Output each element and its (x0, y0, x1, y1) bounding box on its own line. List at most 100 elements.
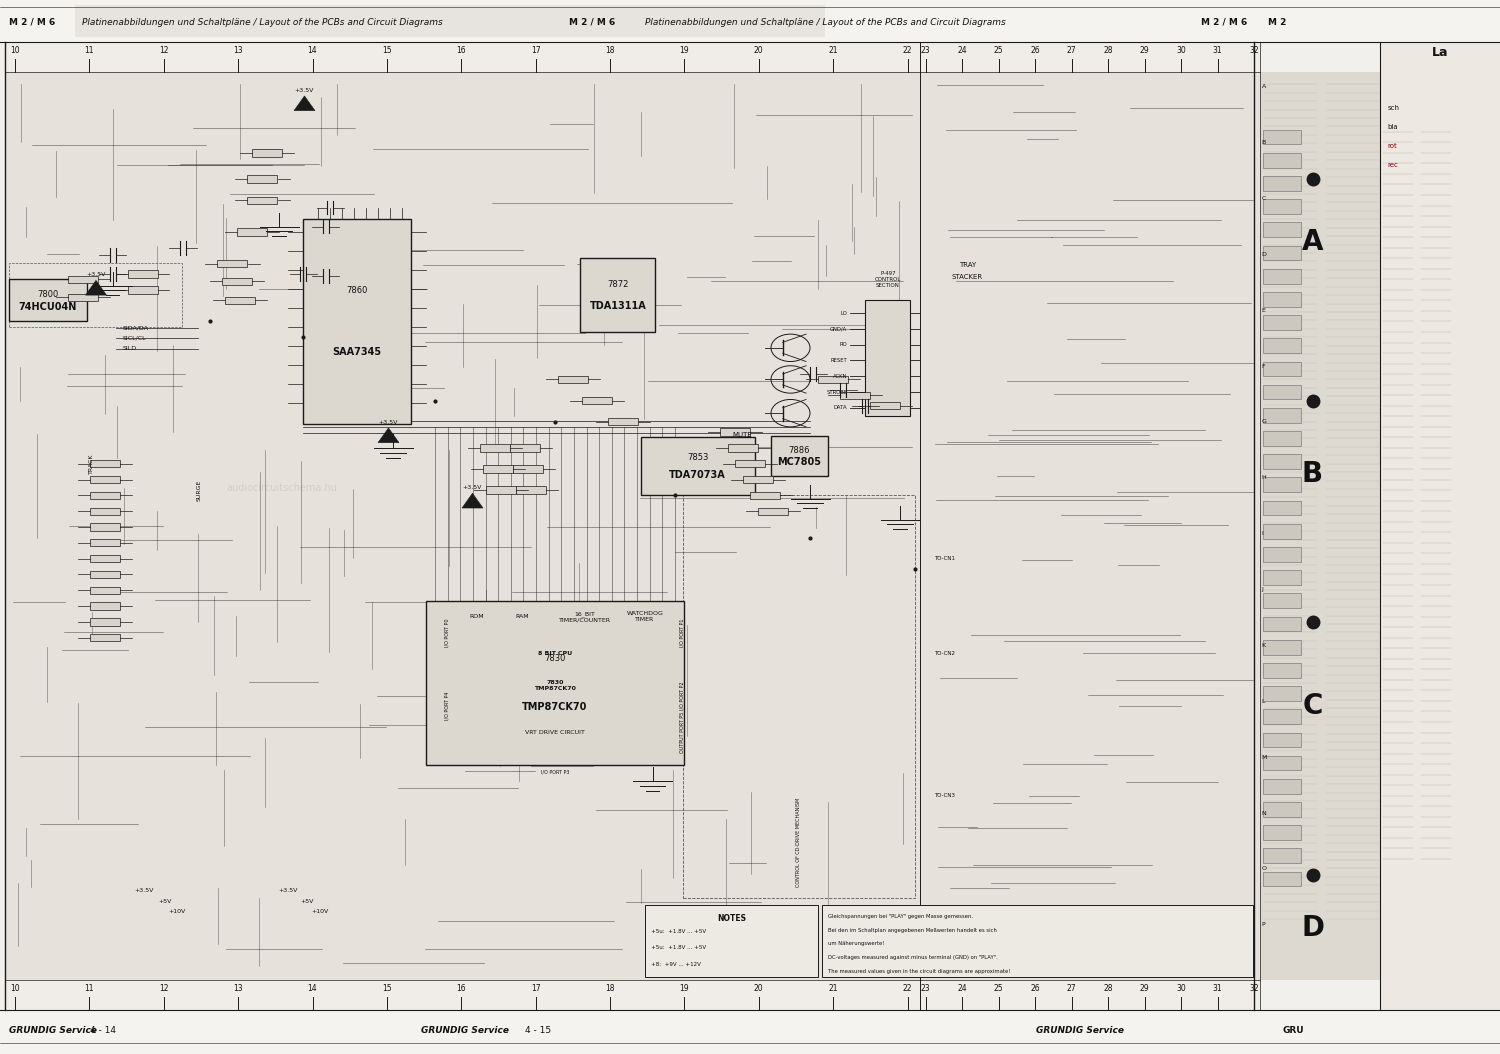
Polygon shape (462, 493, 483, 508)
Text: M 2 / M 6: M 2 / M 6 (9, 18, 56, 26)
Bar (1263, 570, 1300, 585)
Text: H: H (1262, 475, 1266, 481)
Text: +3.5V: +3.5V (87, 272, 105, 277)
Bar (750, 491, 780, 499)
Text: 27: 27 (1066, 45, 1077, 55)
Bar (865, 300, 910, 416)
Bar (1263, 269, 1300, 284)
Text: +5V: +5V (159, 899, 171, 903)
Text: SURGE: SURGE (196, 480, 202, 501)
Bar (920, 42, 1260, 72)
Bar (516, 486, 546, 493)
Polygon shape (378, 428, 399, 443)
Bar (480, 445, 510, 451)
Text: D: D (1300, 914, 1324, 941)
Bar (1263, 733, 1300, 747)
Text: 14: 14 (308, 983, 318, 993)
Bar (558, 375, 588, 383)
Text: 20: 20 (754, 45, 764, 55)
Bar (1263, 338, 1300, 353)
Bar (0, 1010, 1500, 1054)
Bar (1263, 385, 1300, 399)
Bar (90, 603, 120, 609)
Bar (582, 396, 612, 404)
Text: 7872: 7872 (608, 279, 628, 289)
Bar (0, 0, 1500, 42)
Bar (426, 601, 684, 765)
Text: 30: 30 (1176, 45, 1186, 55)
Bar (128, 286, 158, 293)
Text: SICL/CL: SICL/CL (123, 336, 147, 340)
Text: 18: 18 (604, 45, 615, 55)
Text: M 2: M 2 (1268, 18, 1286, 26)
Text: TO-CN2: TO-CN2 (934, 651, 956, 656)
Bar (1263, 501, 1300, 515)
Text: SILD: SILD (123, 347, 136, 351)
Bar (920, 72, 1260, 980)
Bar (1263, 802, 1300, 817)
Text: 21: 21 (828, 983, 839, 993)
Text: 7800: 7800 (38, 290, 58, 298)
Bar (840, 391, 870, 398)
Text: rec: rec (1388, 162, 1398, 169)
Bar (728, 445, 758, 451)
Text: 13: 13 (234, 45, 243, 55)
Text: K: K (1262, 643, 1266, 648)
Text: Platinenabbildungen und Schaltpläne / Layout of the PCBs and Circuit Diagrams: Platinenabbildungen und Schaltpläne / La… (82, 18, 444, 26)
Bar (1263, 848, 1300, 863)
Text: C: C (1262, 196, 1266, 201)
Text: 11: 11 (84, 983, 94, 993)
Text: A: A (1262, 84, 1266, 90)
Text: 27: 27 (1066, 983, 1077, 993)
Text: GRUNDIG Service: GRUNDIG Service (422, 1027, 509, 1035)
Text: 13: 13 (234, 983, 243, 993)
Text: I/O PORT P4: I/O PORT P4 (444, 691, 450, 721)
Text: ROM: ROM (470, 614, 484, 619)
Text: B: B (1262, 140, 1266, 145)
Text: 7853: 7853 (687, 452, 708, 462)
Bar (90, 507, 120, 514)
Text: 21: 21 (828, 45, 839, 55)
Text: 24: 24 (957, 983, 968, 993)
Text: bla: bla (1388, 124, 1398, 131)
Text: DATA: DATA (834, 406, 848, 410)
Text: 20: 20 (754, 983, 764, 993)
Text: 7886: 7886 (789, 446, 810, 455)
Bar (580, 258, 656, 332)
Bar (1263, 640, 1300, 655)
Bar (303, 219, 411, 425)
Text: OUTPUT PORT P5: OUTPUT PORT P5 (680, 711, 686, 754)
Text: +3.5V: +3.5V (296, 87, 314, 93)
Bar (1380, 42, 1500, 1010)
Text: 25: 25 (993, 983, 1004, 993)
Polygon shape (294, 96, 315, 111)
Text: G: G (1262, 419, 1266, 425)
Bar (1263, 408, 1300, 423)
Bar (68, 275, 98, 282)
Bar (510, 445, 540, 451)
Bar (1263, 431, 1300, 446)
Text: 24: 24 (957, 45, 968, 55)
Bar (1263, 454, 1300, 469)
Text: 8 BIT CPU: 8 BIT CPU (538, 651, 572, 656)
Text: 17: 17 (531, 45, 540, 55)
Bar (1263, 617, 1300, 631)
Text: L: L (1262, 699, 1264, 704)
Text: TMP87CK70: TMP87CK70 (522, 703, 588, 713)
Bar (1263, 362, 1300, 376)
Bar (1263, 176, 1300, 191)
Text: I/O PORT P0: I/O PORT P0 (444, 618, 450, 647)
Text: +10V: +10V (168, 910, 186, 914)
Text: STACKER: STACKER (952, 274, 982, 280)
Text: I: I (1262, 531, 1263, 536)
Bar (90, 539, 120, 546)
Bar (1263, 199, 1300, 214)
Text: 28: 28 (1102, 45, 1113, 55)
Bar (758, 507, 788, 514)
Text: 29: 29 (1140, 983, 1149, 993)
Bar (1263, 315, 1300, 330)
Bar (248, 196, 278, 203)
Text: 12: 12 (159, 45, 168, 55)
Bar (822, 905, 1252, 977)
Text: TRAY: TRAY (958, 261, 976, 268)
